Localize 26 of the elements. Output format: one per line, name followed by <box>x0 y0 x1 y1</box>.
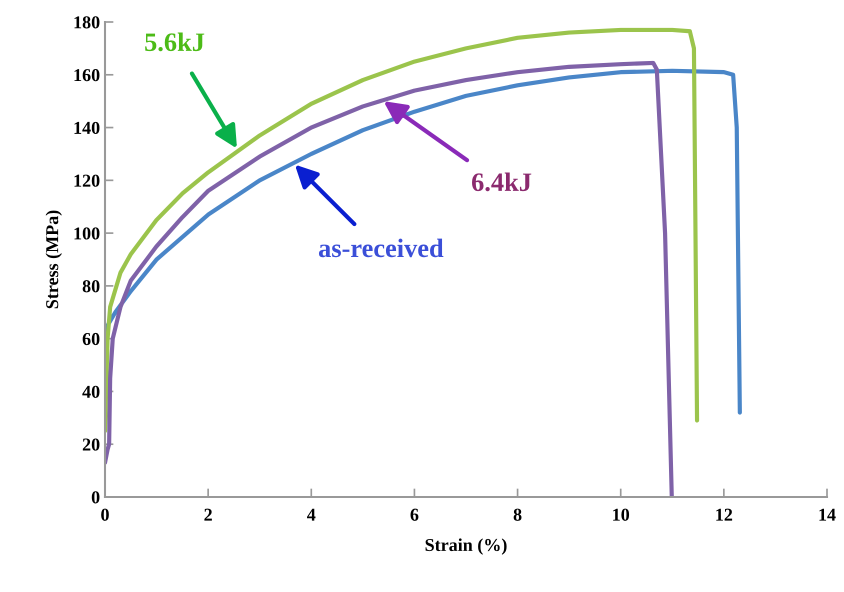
y-tick-label: 140 <box>74 122 100 134</box>
y-tick-label: 40 <box>82 386 100 398</box>
x-tick-label: 10 <box>613 508 630 521</box>
y-tick-label: 180 <box>74 16 100 28</box>
annotation: as-received <box>318 238 444 258</box>
line-series <box>105 60 674 497</box>
line-series <box>105 68 742 415</box>
y-tick-label: 20 <box>82 438 100 451</box>
x-tick-label: 4 <box>307 508 316 521</box>
y-tick-label: 80 <box>82 280 100 292</box>
y-tick-label: 120 <box>74 174 100 187</box>
x-tick-label: 12 <box>716 508 732 521</box>
y-tick-label: 160 <box>74 69 100 82</box>
annotation: 6.4kJ <box>472 172 532 192</box>
x-axis-title: Strain (%) <box>426 538 507 555</box>
y-tick-label: 60 <box>82 332 100 346</box>
x-tick-label: 8 <box>514 508 522 521</box>
y-axis-title: Stress (MPa) <box>46 210 62 308</box>
x-tick-label: 6 <box>410 508 418 521</box>
annotation: 5.6kJ <box>145 32 204 52</box>
x-tick-label: 14 <box>819 508 836 521</box>
y-tick-label: 0 <box>92 491 100 504</box>
x-tick-label: 2 <box>204 508 212 521</box>
line-series <box>105 28 700 434</box>
y-tick-label: 100 <box>74 227 100 240</box>
x-tick-label: 0 <box>101 508 109 521</box>
